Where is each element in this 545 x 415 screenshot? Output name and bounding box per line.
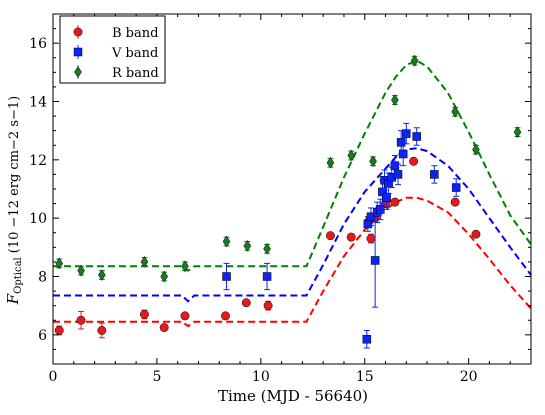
legend-marker-1: [73, 47, 83, 57]
x-tick-label: 20: [460, 369, 478, 385]
x-tick-label: 10: [252, 369, 270, 385]
data-point-1-19: [430, 170, 439, 179]
model-curves: [53, 59, 532, 328]
data-point-2-0: [55, 257, 64, 270]
y-tick-label: 8: [38, 270, 47, 286]
data-point-2-10: [347, 149, 356, 162]
legend-label-0: B band: [112, 26, 158, 41]
axis-ticks: [52, 13, 532, 365]
data-point-2-13: [410, 54, 419, 67]
data-point-2-12: [391, 94, 399, 107]
data-point-0-4: [159, 323, 169, 332]
data-point-2-15: [472, 143, 480, 156]
data-point-0-9: [325, 231, 335, 241]
data-point-2-8: [263, 242, 271, 255]
data-point-0-12: [366, 234, 376, 244]
data-point-1-14: [393, 170, 403, 179]
data-point-1-13: [390, 161, 400, 170]
y-axis-label-units: (10 −12 erg cm−2 s−1): [7, 96, 22, 254]
x-tick-label: 0: [49, 369, 58, 385]
data-points: [54, 54, 522, 349]
legend: B band V band R band: [59, 15, 166, 84]
data-point-2-1: [77, 264, 85, 277]
data-point-2-11: [369, 155, 377, 168]
data-point-0-17: [409, 156, 419, 166]
data-point-2-5: [181, 260, 189, 273]
data-point-2-14: [451, 105, 459, 118]
y-tick-label: 6: [38, 328, 47, 344]
data-point-0-0: [54, 326, 64, 335]
data-point-0-18: [450, 197, 460, 207]
legend-marker-0: [73, 27, 83, 37]
y-tick-label: 16: [29, 36, 47, 52]
data-point-1-18: [412, 132, 421, 141]
data-point-1-2: [362, 334, 372, 344]
y-axis-label: FOptical (10 −12 erg cm−2 s−1): [4, 96, 24, 306]
data-point-1-5: [370, 256, 380, 265]
x-tick-label: 5: [152, 369, 161, 385]
tick-labels: 0 5 10 15 20 6 8 10 12 14 16: [29, 36, 477, 385]
data-point-0-6: [221, 311, 230, 321]
x-axis-label: Time (MJD - 56640): [218, 387, 368, 405]
data-point-0-8: [263, 301, 273, 311]
y-tick-label: 12: [29, 153, 47, 169]
y-tick-label: 10: [29, 211, 47, 227]
data-point-1-7: [376, 205, 385, 214]
data-point-2-2: [98, 269, 106, 282]
data-point-2-7: [243, 239, 252, 252]
data-point-1-17: [402, 129, 411, 138]
data-point-0-10: [346, 232, 356, 242]
data-point-0-5: [180, 311, 190, 321]
data-point-0-3: [139, 309, 149, 319]
data-point-2-16: [513, 126, 522, 139]
data-point-0-19: [471, 229, 481, 239]
data-point-2-4: [160, 270, 168, 283]
data-point-0-1: [76, 315, 86, 325]
data-point-2-6: [222, 235, 231, 248]
data-point-1-0: [222, 272, 231, 281]
y-axis-label-main: F: [4, 293, 22, 305]
data-point-1-20: [451, 183, 461, 192]
model-curve-1: [53, 147, 532, 303]
data-point-2-9: [326, 156, 335, 169]
x-tick-label: 15: [356, 369, 374, 385]
data-point-0-16: [390, 197, 400, 207]
data-point-0-7: [241, 298, 251, 308]
y-axis-label-sub: Optical: [13, 257, 24, 294]
legend-label-1: V band: [111, 46, 158, 61]
model-curve-0: [53, 196, 532, 328]
legend-label-2: R band: [112, 66, 159, 81]
data-point-1-10: [382, 193, 391, 202]
data-point-1-16: [398, 149, 408, 159]
data-point-2-3: [140, 255, 149, 268]
svg-text:FOptical(10 −12 erg cm−2 s−1): FOptical (10 −12 erg cm−2 s−1): [4, 96, 24, 306]
model-curve-2: [53, 59, 532, 272]
data-point-0-2: [97, 326, 107, 335]
y-tick-label: 14: [29, 95, 47, 111]
legend-marker-2: [74, 66, 82, 78]
data-point-1-1: [262, 272, 272, 281]
